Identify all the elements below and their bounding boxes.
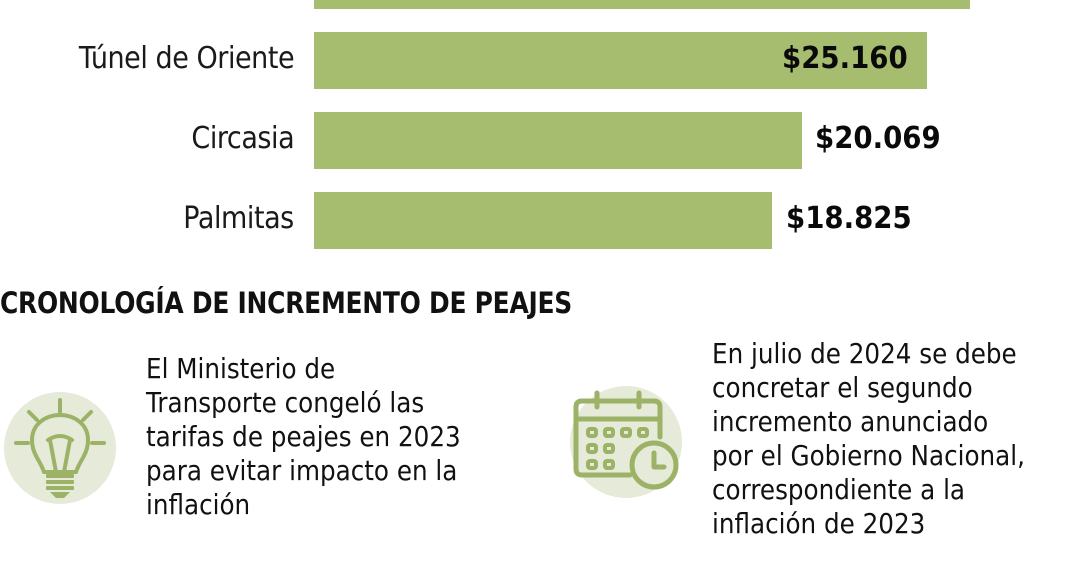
timeline-text-2: En julio de 2024 se debe concretar el se…: [712, 337, 1025, 540]
bar-label-palmitas: Palmitas: [183, 201, 294, 236]
section-title: CRONOLOGÍA DE INCREMENTO DE PEAJES: [0, 286, 573, 320]
bar-top-cropped: [314, 0, 970, 9]
lightbulb-icon: [14, 398, 106, 498]
bar-value-tunel-de-oriente: $25.160: [782, 41, 908, 76]
bar-palmitas: [314, 192, 772, 249]
bar-value-palmitas: $18.825: [786, 201, 912, 236]
calendar-clock-icon: [573, 390, 679, 490]
bar-value-circasia: $20.069: [815, 121, 941, 156]
bar-label-tunel-de-oriente: Túnel de Oriente: [78, 41, 295, 76]
bar-tunel-de-oriente: [314, 32, 927, 89]
timeline-text-1: El Ministerio de Transporte congeló las …: [146, 352, 461, 521]
bar-circasia: [314, 112, 802, 169]
calendar-icon-bg: [570, 386, 682, 498]
bar-label-circasia: Circasia: [191, 121, 294, 156]
